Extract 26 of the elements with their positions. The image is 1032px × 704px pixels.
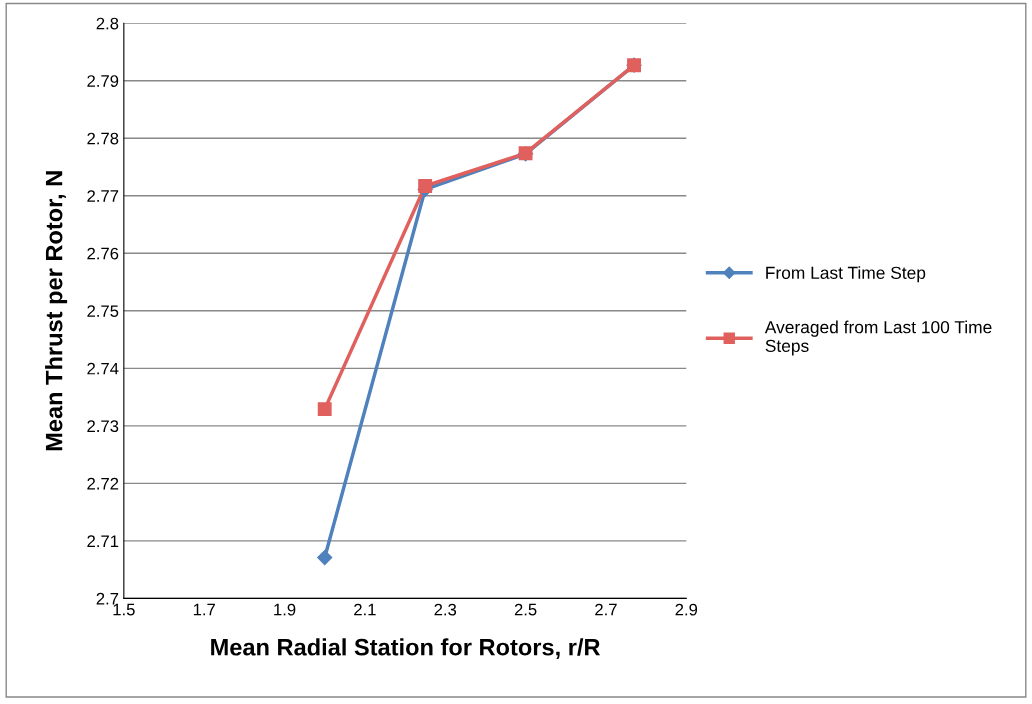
x-tick-label: 1.9 [274,603,296,616]
point [317,402,332,417]
y-tick-label: 2.76 [87,247,119,260]
x-tick-label: 1.7 [193,603,215,616]
y-tick-label: 2.77 [87,190,119,202]
y-tick-label: 2.7 [96,592,119,605]
y-tick-label: 2.79 [87,75,119,87]
x-axis-title: Mean Radial Station for Rotors, r/R [211,638,601,660]
y-tick-label: 2.78 [87,132,119,145]
point [418,179,433,193]
y-tick-label: 2.8 [96,17,119,30]
x-tick-label: 1.5 [113,603,135,616]
x-tick-label: 2.9 [675,603,698,616]
x-tick-label: 2.3 [434,603,457,616]
y-tick-label: 2.71 [87,535,119,547]
point [317,549,333,566]
y-tick-label: 2.73 [87,420,119,433]
x-tick-label: 2.7 [595,603,617,616]
y-axis-title: Mean Thrust per Rotor, N [45,171,68,451]
legend-label: From Last Time Step [766,266,926,283]
y-tick-label: 2.74 [87,362,119,375]
x-tick-label: 2.1 [354,603,376,616]
legend-label: Averaged from Last 100 Time Steps [764,320,992,356]
x-tick-label: 2.5 [514,603,537,616]
y-tick-label: 2.72 [87,477,119,490]
y-tick-label: 2.75 [87,305,119,318]
